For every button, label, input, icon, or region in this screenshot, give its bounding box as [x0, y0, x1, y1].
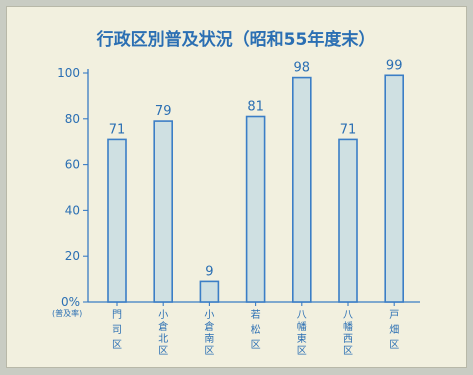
- data-label: 71: [109, 122, 126, 137]
- svg-text:南: 南: [204, 332, 214, 345]
- y-tick-label: 100: [57, 66, 80, 80]
- svg-text:門: 門: [112, 309, 122, 321]
- y-tick-label: 0%: [61, 295, 80, 309]
- svg-text:松: 松: [251, 323, 261, 336]
- bar-7: [384, 74, 405, 303]
- svg-text:畑: 畑: [389, 323, 399, 336]
- bar-6: [338, 138, 358, 303]
- svg-text:区: 区: [251, 339, 261, 351]
- svg-text:区: 区: [343, 345, 353, 357]
- data-label: 99: [386, 58, 403, 73]
- axes: 0% 20 40 60 80 100 (普及率): [52, 66, 420, 318]
- svg-text:区: 区: [297, 345, 307, 357]
- y-tick-label: 40: [65, 203, 80, 217]
- svg-text:西: 西: [343, 334, 353, 345]
- svg-text:区: 区: [112, 339, 122, 351]
- bar-5: [291, 76, 312, 303]
- svg-text:小: 小: [158, 309, 168, 321]
- svg-text:北: 北: [158, 333, 168, 345]
- y-axis-label: (普及率): [52, 308, 82, 318]
- bar-3: [199, 280, 220, 303]
- data-label: 9: [205, 264, 213, 279]
- svg-text:小: 小: [204, 309, 214, 321]
- y-tick-label: 20: [65, 249, 80, 263]
- svg-text:区: 区: [204, 345, 214, 357]
- svg-text:区: 区: [158, 345, 168, 357]
- svg-text:東: 東: [297, 332, 307, 345]
- bar-4: [245, 115, 266, 303]
- svg-text:倉: 倉: [204, 320, 214, 333]
- svg-text:幡: 幡: [297, 320, 307, 333]
- bar-1: [107, 138, 127, 303]
- svg-text:戸: 戸: [389, 309, 399, 321]
- bar-2: [153, 120, 173, 303]
- category-label: 若松区: [251, 308, 261, 351]
- svg-text:区: 区: [389, 339, 399, 351]
- data-label: 71: [340, 122, 357, 137]
- chart-title: 行政区別普及状況（昭和55年度末）: [96, 29, 376, 50]
- svg-text:司: 司: [112, 325, 122, 336]
- category-label: 門司区: [112, 309, 122, 351]
- svg-text:若: 若: [251, 308, 261, 321]
- svg-text:八: 八: [343, 310, 353, 321]
- category-label: 戸畑区: [389, 309, 399, 351]
- data-label: 79: [155, 104, 172, 119]
- data-label: 98: [294, 61, 311, 76]
- svg-text:倉: 倉: [158, 320, 168, 333]
- svg-text:八: 八: [297, 310, 307, 321]
- data-label: 81: [247, 100, 264, 115]
- y-tick-label: 80: [65, 112, 80, 126]
- y-tick-label: 60: [65, 158, 80, 172]
- svg-text:幡: 幡: [343, 320, 353, 333]
